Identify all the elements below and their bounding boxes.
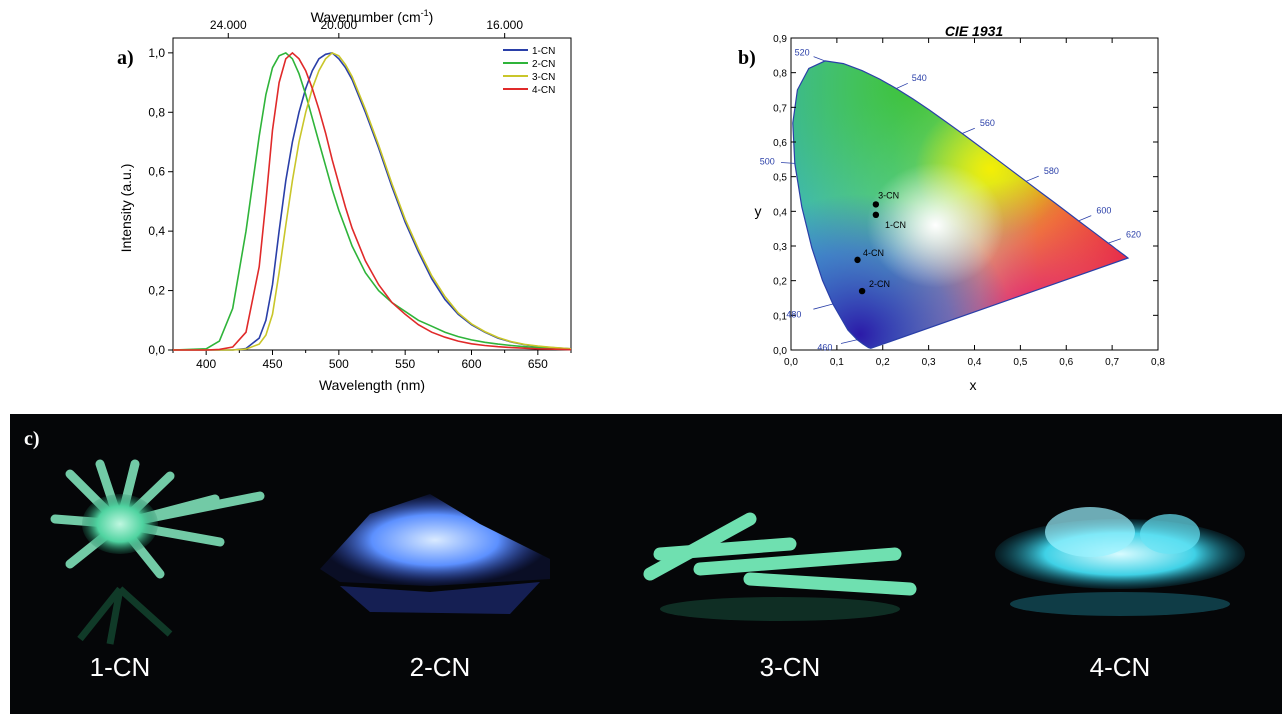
crystal-2-cn	[320, 494, 550, 614]
legend-label: 2-CN	[532, 59, 555, 70]
point-1-cn	[872, 211, 880, 218]
wavelength-label: 540	[912, 73, 927, 83]
series-line-4-cn	[173, 51, 572, 351]
y-tick-label: 0,5	[773, 173, 787, 184]
y-tick-label: 0,0	[773, 346, 787, 357]
crystal-photo	[50, 459, 1245, 645]
plot-frame	[172, 37, 572, 351]
y-tick-label: 0,3	[773, 242, 787, 253]
x-tick-label: 0,1	[830, 357, 844, 368]
y-tick-label: 0,1	[773, 311, 787, 322]
panel-c-letter: c)	[24, 428, 40, 450]
point-3-cn	[872, 201, 880, 208]
y-axis-title: y	[755, 203, 762, 219]
wavelength-tick	[840, 339, 858, 344]
point-label: 2-CN	[869, 279, 890, 289]
plot-area: 400 450 500 550 600 650 0,0 0,2 0,4 0,6 0,8 1,0 24.0…	[148, 18, 572, 371]
series-line-3-cn	[173, 51, 572, 351]
crystal-photo-panel: c)	[10, 414, 1282, 714]
cie-1931-chart: b) CIE 1931 x y 0,0 0,1 0,2 0,3 0,4 0,5 0,6 0,7…	[738, 23, 1166, 393]
x-tick-label: 0,8	[1151, 357, 1165, 368]
legend-label: 3-CN	[532, 72, 555, 83]
point-2-cn	[858, 287, 866, 295]
wavelength-tick	[962, 127, 975, 134]
gamut-fill	[792, 60, 1129, 349]
y-tick-label: 0,6	[773, 138, 787, 149]
crystal-label-3-cn: 3-CN	[759, 652, 821, 682]
wavelength-tick	[1025, 175, 1039, 182]
x-tick-label: 0,5	[1013, 357, 1027, 368]
y-tick-label: 0,7	[773, 103, 787, 114]
y-axis-title: Intensity (a.u.)	[118, 164, 134, 253]
wavelength-label: 520	[795, 47, 810, 57]
y-tick-label: 0,4	[773, 207, 787, 218]
top-tick-label: 20.000	[320, 18, 357, 32]
x-tick-label: 550	[395, 357, 415, 371]
y-tick-label: 0,2	[773, 277, 787, 288]
x-tick-label: 0,2	[876, 357, 890, 368]
wavelength-label: 600	[1096, 205, 1111, 215]
wavelength-tick	[780, 162, 795, 164]
panel-a-letter: a)	[117, 47, 134, 69]
top-axis-title: Wavenumber (cm-1)	[311, 8, 434, 25]
wavelength-tick	[896, 82, 908, 89]
x-tick-label: 650	[528, 357, 548, 371]
y-tick-label: 0,9	[773, 34, 787, 45]
point-4-cn	[854, 256, 861, 264]
crystal-3-cn	[643, 512, 917, 621]
legend-label: 1-CN	[532, 46, 555, 57]
wavelength-label: 460	[817, 342, 832, 352]
wavelength-label: 500	[760, 157, 775, 167]
top-tick-label: 24.000	[210, 18, 247, 32]
x-tick-label: 600	[461, 357, 481, 371]
y-tick-label: 1,0	[148, 46, 165, 60]
point-label: 4-CN	[863, 248, 884, 258]
top-tick-label: 16.000	[486, 18, 523, 32]
emission-spectra-chart: a) Wavenumber (cm-1) Wavelength (nm) Int…	[117, 8, 572, 393]
x-tick-label: 400	[196, 357, 216, 371]
y-tick-label: 0,8	[148, 105, 165, 119]
wavelength-label: 480	[786, 309, 801, 319]
crystal-4-cn	[995, 507, 1245, 616]
x-tick-label: 450	[262, 357, 282, 371]
x-tick-label: 0,3	[922, 357, 936, 368]
wavelength-label: 620	[1126, 229, 1141, 239]
spectral-locus	[792, 60, 1130, 349]
x-tick-label: 500	[329, 357, 349, 371]
y-tick-label: 0,8	[773, 69, 787, 80]
x-axis-title: x	[970, 377, 977, 393]
wavelength-tick	[813, 303, 833, 310]
x-tick-label: 0,0	[784, 357, 798, 368]
crystal-label-1-cn: 1-CN	[89, 652, 151, 682]
point-label: 1-CN	[885, 220, 906, 230]
wavelength-tick	[1078, 215, 1092, 222]
x-axis-title: Wavelength (nm)	[319, 377, 425, 393]
crystal-label-4-cn: 4-CN	[1089, 652, 1151, 682]
wavelength-tick	[813, 56, 826, 62]
plot-area: 0,0 0,1 0,2 0,3 0,4 0,5 0,6 0,7 0,8 0,0 0,1 0,2 0,3 0…	[760, 34, 1166, 368]
x-tick-label: 0,7	[1105, 357, 1119, 368]
crystal-1-cn	[50, 459, 265, 645]
wavelength-label: 560	[980, 118, 995, 128]
panel-b-letter: b)	[738, 47, 756, 69]
y-tick-label: 0,2	[148, 284, 165, 298]
x-tick-label: 0,4	[968, 357, 982, 368]
y-tick-label: 0,0	[148, 343, 165, 357]
wavelength-tick	[1108, 238, 1121, 244]
series-line-2-cn	[172, 51, 572, 351]
y-tick-label: 0,6	[148, 165, 165, 179]
chart-title: CIE 1931	[945, 23, 1004, 39]
point-label: 3-CN	[878, 191, 899, 201]
y-tick-label: 0,4	[148, 224, 165, 238]
crystal-label-2-cn: 2-CN	[409, 652, 471, 682]
legend-label: 4-CN	[532, 85, 555, 96]
wavelength-label: 580	[1044, 166, 1059, 176]
x-tick-label: 0,6	[1059, 357, 1073, 368]
